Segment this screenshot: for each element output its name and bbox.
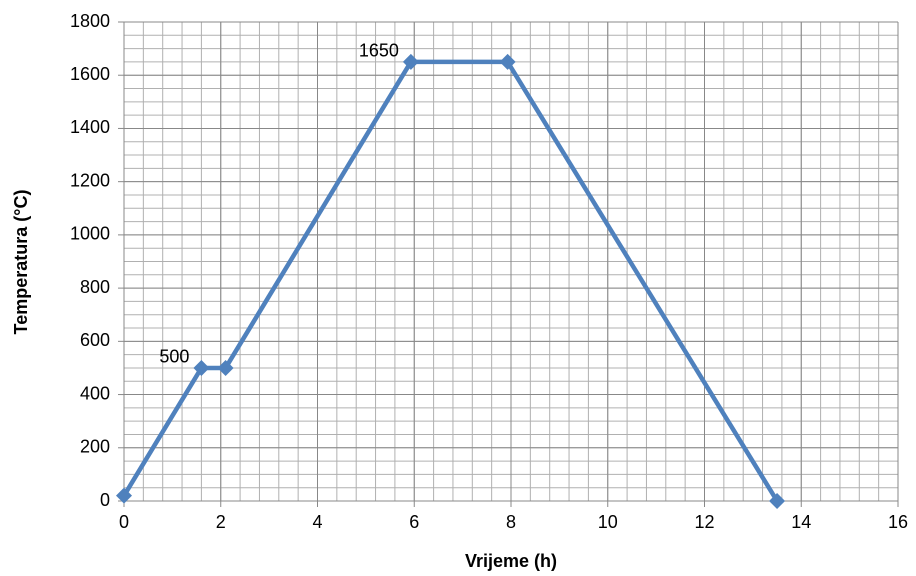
y-tick-label: 1800 xyxy=(70,11,110,31)
x-tick-label: 14 xyxy=(791,512,811,532)
y-tick-label: 800 xyxy=(80,277,110,297)
marker xyxy=(116,487,132,504)
y-tick-label: 400 xyxy=(80,383,110,403)
x-tick-label: 16 xyxy=(888,512,908,532)
y-tick-label: 1600 xyxy=(70,64,110,84)
y-tick-label: 0 xyxy=(100,490,110,510)
y-axis-title: Temperatura (°C) xyxy=(11,190,31,335)
x-tick-label: 10 xyxy=(598,512,618,532)
y-tick-label: 1200 xyxy=(70,170,110,190)
x-tick-label: 0 xyxy=(119,512,129,532)
x-tick-label: 2 xyxy=(216,512,226,532)
y-tick-label: 200 xyxy=(80,437,110,457)
marker xyxy=(769,493,786,509)
marker xyxy=(402,53,419,70)
data-label: 1650 xyxy=(359,41,399,61)
marker xyxy=(193,359,210,376)
x-axis-title: Vrijeme (h) xyxy=(465,551,557,571)
marker xyxy=(217,359,234,376)
marker xyxy=(499,53,516,70)
y-tick-label: 600 xyxy=(80,330,110,350)
series-line xyxy=(122,59,779,503)
y-tick-label: 1000 xyxy=(70,224,110,244)
x-tick-label: 4 xyxy=(312,512,322,532)
data-label: 500 xyxy=(159,347,189,367)
x-tick-label: 8 xyxy=(506,512,516,532)
x-tick-label: 12 xyxy=(694,512,714,532)
y-tick-label: 1400 xyxy=(70,117,110,137)
x-tick-label: 6 xyxy=(409,512,419,532)
